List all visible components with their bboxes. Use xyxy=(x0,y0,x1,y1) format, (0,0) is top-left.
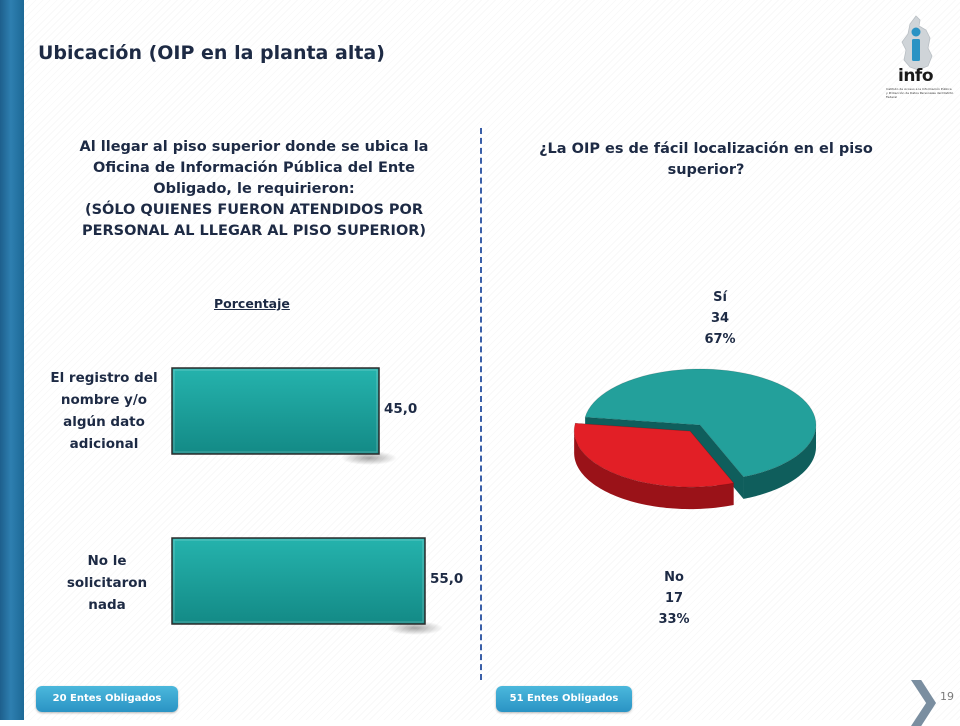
bar-chart-title: Al llegar al piso superior donde se ubic… xyxy=(78,137,430,242)
pie-cut-wall xyxy=(700,425,744,499)
bar-category-label-registro: El registro del nombre y/o algún dato ad… xyxy=(44,367,164,455)
bar-mark xyxy=(171,537,426,625)
category-label-line: El registro del xyxy=(50,370,158,386)
sample-size-badge-left: 20 Entes Obligados xyxy=(36,686,178,712)
category-label-line: No le xyxy=(87,553,127,569)
side-accent-bar xyxy=(0,0,24,720)
next-slide-chevron-icon[interactable]: ❯ xyxy=(904,672,943,726)
pie-label-no: No 17 33% xyxy=(644,567,704,630)
bar-value-label: 55,0 xyxy=(430,571,464,587)
category-label-line: algún dato xyxy=(63,414,145,430)
pie-label-category: No xyxy=(664,570,684,585)
pie-label-si: Sí 34 67% xyxy=(690,287,750,350)
category-label-line: nada xyxy=(88,597,126,613)
pie-top-face xyxy=(584,368,817,478)
bar-mark xyxy=(171,367,380,455)
pie-chart-title: ¿La OIP es de fácil localización en el p… xyxy=(535,139,877,181)
logo-caption: Instituto de Acceso a la Información Púb… xyxy=(886,87,954,99)
bar-highlight xyxy=(173,539,424,623)
bar-chart-title-line: Al llegar al piso superior donde se ubic… xyxy=(79,139,429,155)
panel-divider xyxy=(480,128,482,680)
bar-value-label: 45,0 xyxy=(384,401,418,417)
bar-series xyxy=(171,367,443,635)
bar-category-label-no-solicitaron: No le solicitaron nada xyxy=(52,550,162,616)
info-df-logo xyxy=(901,15,933,71)
bar-chart-title-line: (SÓLO QUIENES FUERON ATENDIDOS POR xyxy=(84,202,424,218)
page-number: 19 xyxy=(940,690,954,703)
pie-label-count: 17 xyxy=(664,591,684,606)
category-label-line: nombre y/o xyxy=(60,392,148,408)
pie-label-count: 34 xyxy=(710,311,730,326)
pie-label-percent: 33% xyxy=(658,612,690,627)
pie-label-percent: 67% xyxy=(704,332,736,347)
bar-chart-title-line: Oficina de Información Pública del Ente xyxy=(93,160,415,176)
pie-chart xyxy=(573,368,817,510)
category-label-line: adicional xyxy=(69,436,139,452)
bar-chart-title-line: Obligado, le requirieron: xyxy=(153,181,355,197)
pie-top-face xyxy=(573,422,735,488)
bar-chart-title-line: PERSONAL AL LLEGAR AL PISO SUPERIOR) xyxy=(81,223,427,239)
pie-label-category: Sí xyxy=(713,290,727,305)
pie-chart-title-line: superior? xyxy=(667,162,745,178)
category-label-line: solicitaron xyxy=(66,575,148,591)
logo-wordmark: info xyxy=(898,66,934,86)
page-title: Ubicación (OIP en la planta alta) xyxy=(38,42,385,64)
sample-size-badge-right: 51 Entes Obligados xyxy=(496,686,632,712)
bar-highlight xyxy=(173,369,378,453)
bar-chart-axis-label: Porcentaje xyxy=(214,296,290,311)
pie-side-wall xyxy=(743,425,816,499)
pie-side-wall xyxy=(574,431,734,510)
pie-slice-no xyxy=(573,422,735,510)
pie-chart-title-line: ¿La OIP es de fácil localización en el p… xyxy=(539,141,873,157)
